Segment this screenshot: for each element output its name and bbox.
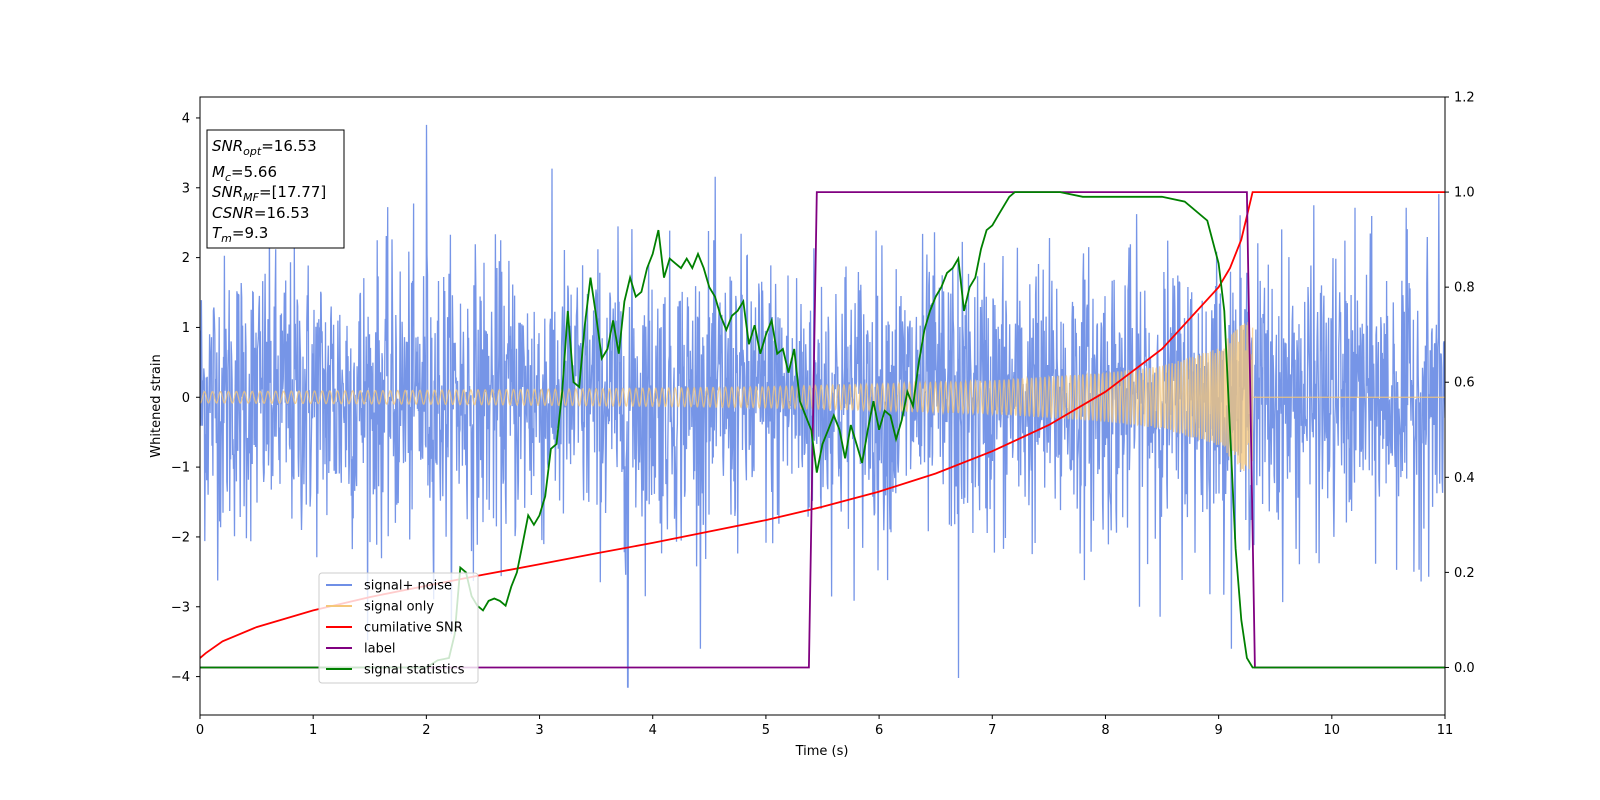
- y-left-tick-label: 4: [182, 111, 190, 126]
- x-tick-label: 7: [988, 723, 996, 738]
- x-tick-label: 4: [649, 723, 657, 738]
- legend-item-signal-noise: signal+ noise: [326, 579, 452, 594]
- y-axis-left: −4 −3 −2 −1 0 1 2 3 4: [171, 111, 200, 685]
- legend-item-signal-only: signal only: [326, 600, 434, 615]
- x-tick-label: 3: [535, 723, 543, 738]
- legend-item-cumilative-snr: cumilative SNR: [326, 621, 463, 636]
- y-left-tick-label: 3: [182, 181, 190, 196]
- legend-label: signal+ noise: [364, 579, 452, 594]
- x-tick-label: 11: [1437, 723, 1454, 738]
- y-left-tick-label: 0: [182, 391, 190, 406]
- legend-label: label: [364, 642, 395, 657]
- x-tick-label: 10: [1324, 723, 1341, 738]
- info-box-line: Mc=5.66: [212, 163, 277, 184]
- y-right-tick-label: 0.4: [1454, 471, 1475, 486]
- y-left-tick-label: 2: [182, 251, 190, 266]
- legend-frame: [318, 572, 479, 684]
- legend-item-label: label: [326, 642, 395, 657]
- legend: signal+ noise signal only cumilative SNR la…: [318, 572, 479, 684]
- y-left-tick-label: 1: [182, 321, 190, 336]
- y-right-tick-label: 0.6: [1454, 376, 1475, 391]
- y-left-tick-label: −4: [171, 670, 190, 685]
- x-axis-label: Time (s): [795, 744, 849, 759]
- y-axis-right: 0.0 0.2 0.4 0.6 0.8 1.0 1.2: [1445, 91, 1475, 676]
- y-left-tick-label: −3: [171, 600, 190, 615]
- x-tick-label: 5: [762, 723, 770, 738]
- series-signal-only: [200, 322, 1445, 472]
- x-tick-label: 2: [422, 723, 430, 738]
- series-signal-statistics: [200, 191, 1445, 669]
- info-box-line: CSNR=16.53: [212, 204, 309, 222]
- y-axis-label: Whitened strain: [149, 354, 164, 457]
- legend-label: cumilative SNR: [364, 621, 463, 636]
- info-box: SNRopt=16.53 Mc=5.66SNRMF=[17.77]CSNR=16.…: [206, 129, 345, 249]
- info-box-line: SNRopt=16.53: [212, 137, 317, 158]
- plot-frame: [199, 96, 1446, 716]
- y-left-tick-label: −1: [171, 461, 190, 476]
- y-right-tick-label: 0.0: [1454, 661, 1475, 676]
- y-right-tick-label: 0.2: [1454, 566, 1475, 581]
- x-tick-label: 9: [1214, 723, 1222, 738]
- x-tick-label: 0: [196, 723, 204, 738]
- legend-item-signal-statistics: signal statistics: [326, 663, 465, 678]
- y-right-tick-label: 1.0: [1454, 186, 1475, 201]
- x-tick-label: 8: [1101, 723, 1109, 738]
- info-box-frame: [206, 129, 345, 249]
- x-tick-label: 1: [309, 723, 317, 738]
- y-left-tick-label: −2: [171, 530, 190, 545]
- legend-label: signal statistics: [364, 663, 465, 678]
- x-axis: 0 1 2 3 4 5 6 7 8 9 10 11: [196, 715, 1453, 738]
- info-box-line: SNRMF=[17.77]: [212, 183, 326, 204]
- info-box-line: Tm=9.3: [212, 224, 268, 245]
- x-tick-label: 6: [875, 723, 883, 738]
- legend-label: signal only: [364, 600, 434, 615]
- y-right-tick-label: 0.8: [1454, 281, 1475, 296]
- y-right-tick-label: 1.2: [1454, 91, 1475, 106]
